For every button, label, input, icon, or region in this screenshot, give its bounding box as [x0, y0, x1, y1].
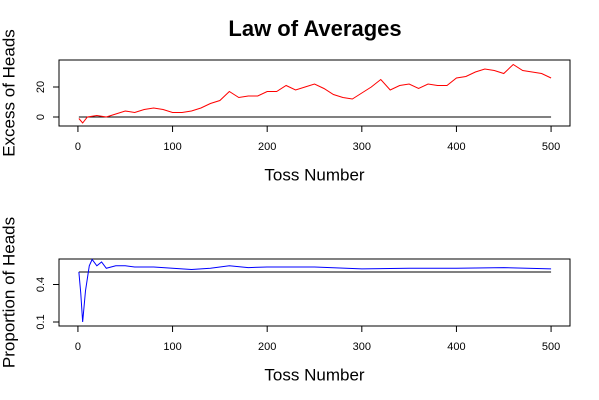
x-tick-label: 300: [353, 141, 371, 153]
y-tick-label: 0.4: [35, 277, 47, 292]
x-tick-label: 100: [163, 141, 181, 153]
x-tick-label: 200: [258, 341, 276, 353]
y-axis-title: Proportion of Heads: [0, 217, 18, 368]
x-tick-label: 300: [353, 341, 371, 353]
x-tick-label: 200: [258, 141, 276, 153]
y-axis-title: Excess of Heads: [0, 29, 18, 157]
plot-frame: [58, 258, 571, 327]
chart-title: Law of Averages: [228, 16, 401, 41]
x-tick-label: 0: [75, 141, 81, 153]
x-axis-title: Toss Number: [264, 165, 364, 184]
x-tick-label: 500: [542, 141, 560, 153]
data-line: [78, 63, 552, 124]
y-tick-label: 0.1: [35, 314, 47, 329]
x-tick-label: 0: [75, 341, 81, 353]
x-tick-label: 100: [163, 341, 181, 353]
y-tick-label: 20: [35, 81, 47, 93]
x-tick-label: 400: [447, 341, 465, 353]
x-axis-title: Toss Number: [264, 365, 364, 384]
data-line: [78, 258, 552, 323]
y-tick-label: 0: [35, 114, 47, 120]
x-tick-label: 400: [447, 141, 465, 153]
x-tick-label: 500: [542, 341, 560, 353]
plot-frame: [58, 59, 571, 127]
